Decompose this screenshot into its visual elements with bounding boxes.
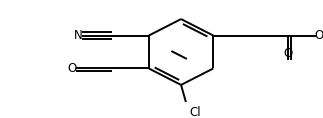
Text: O: O	[283, 47, 292, 60]
Text: N: N	[74, 29, 82, 42]
Text: O: O	[314, 29, 323, 42]
Text: O: O	[67, 62, 77, 75]
Text: Cl: Cl	[189, 106, 201, 118]
